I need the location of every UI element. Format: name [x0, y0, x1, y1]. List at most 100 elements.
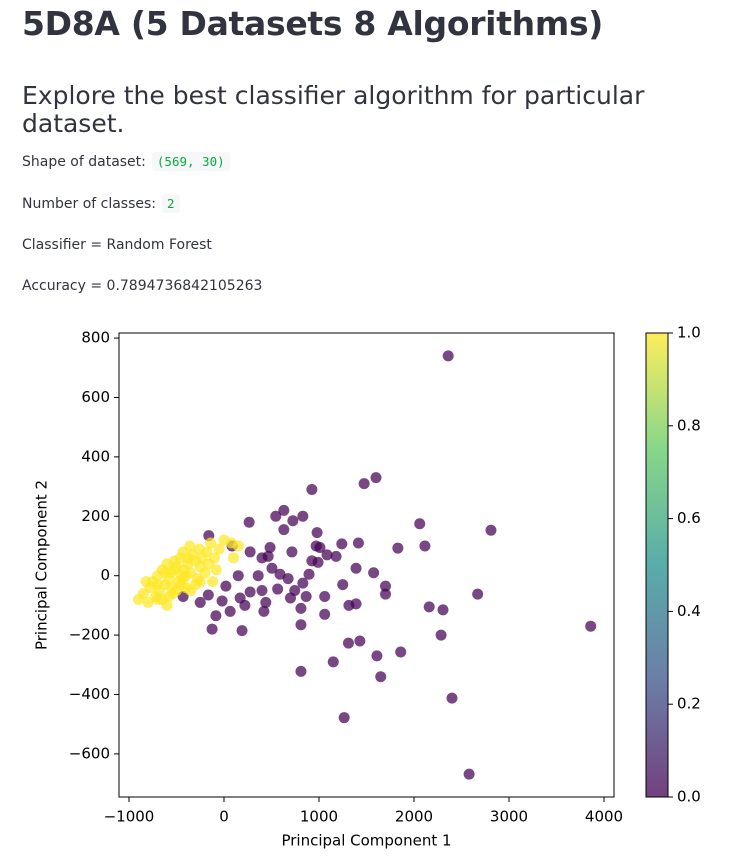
point [297, 510, 309, 522]
point [194, 576, 206, 588]
point [262, 550, 274, 562]
point [423, 601, 435, 613]
classes-label: Number of classes: [22, 196, 157, 212]
point [199, 567, 211, 579]
point [419, 540, 431, 552]
colorbar-tick-label: 0.2 [677, 695, 701, 713]
point [161, 599, 173, 611]
point [395, 646, 407, 658]
point [463, 768, 475, 780]
point [282, 573, 294, 585]
page-title: 5D8A (5 Datasets 8 Algorithms) [22, 4, 604, 43]
colorbar-tick-label: 0.0 [677, 788, 701, 806]
point [278, 524, 290, 536]
axes-frame [118, 332, 615, 798]
point [446, 692, 458, 704]
colorbar-tick-label: 0.4 [677, 602, 701, 620]
point [371, 650, 383, 662]
point [442, 350, 454, 362]
point [306, 484, 318, 496]
point [260, 596, 272, 608]
point [184, 540, 196, 552]
point [232, 570, 244, 582]
point [205, 537, 217, 549]
point [194, 596, 206, 608]
x-tick-label: 4000 [585, 808, 623, 826]
y-tick-label: 400 [81, 447, 110, 465]
point [314, 541, 326, 553]
point [392, 542, 404, 554]
point [210, 564, 222, 576]
point [338, 712, 350, 724]
point [472, 588, 484, 600]
point [243, 516, 255, 528]
point [350, 562, 362, 574]
point [169, 564, 181, 576]
colorbar-tick-label: 0.6 [677, 509, 701, 527]
point [206, 623, 218, 635]
x-tick-label: 2000 [395, 808, 433, 826]
point [210, 610, 222, 622]
y-tick-label: −200 [69, 626, 110, 644]
y-tick-label: −600 [69, 744, 110, 762]
point [216, 595, 228, 607]
y-tick-label: 200 [81, 507, 110, 525]
x-tick-label: −1000 [104, 808, 155, 826]
point [295, 602, 307, 614]
point [182, 552, 194, 564]
point [437, 604, 449, 616]
point [585, 620, 597, 632]
point [295, 619, 307, 631]
x-axis-label: Principal Component 1 [281, 832, 451, 850]
point [287, 515, 299, 527]
point [321, 549, 333, 561]
x-tick-label: 1000 [300, 808, 338, 826]
shape-label: Shape of dataset: [22, 154, 146, 170]
point [252, 570, 264, 582]
point [236, 625, 248, 637]
point [327, 656, 339, 668]
y-tick-label: −400 [69, 685, 110, 703]
point [306, 555, 318, 567]
point [485, 524, 497, 536]
point [274, 568, 286, 580]
point [300, 590, 312, 602]
point [264, 541, 276, 553]
point [227, 552, 239, 564]
point [319, 590, 331, 602]
point [201, 546, 213, 558]
point [380, 580, 392, 592]
point [278, 504, 290, 516]
point [202, 589, 214, 601]
point [352, 537, 364, 549]
point [368, 567, 380, 579]
point [370, 472, 382, 484]
point [244, 586, 256, 598]
chart: −1000 0 1000 2000 3000 4000 −600 −400 −200 0 200 40… [33, 324, 701, 850]
point [213, 543, 225, 555]
point [220, 580, 232, 592]
point [336, 538, 348, 550]
point [289, 585, 301, 597]
y-tick-label: 600 [81, 388, 110, 406]
point [414, 518, 426, 530]
point [435, 629, 447, 641]
y-tick-label: 800 [81, 329, 110, 347]
point [270, 510, 282, 522]
point [256, 585, 268, 597]
point [232, 540, 244, 552]
point [354, 635, 366, 647]
y-tick-label: 0 [100, 566, 110, 584]
point [343, 599, 355, 611]
point [358, 478, 370, 490]
classes-row: Number of classes: 2 [22, 194, 180, 213]
point [303, 568, 315, 580]
point [311, 527, 323, 539]
point [142, 596, 154, 608]
classifier-text: Classifier = Random Forest [22, 237, 212, 253]
point [159, 567, 171, 579]
point [207, 576, 219, 588]
point [177, 573, 189, 585]
